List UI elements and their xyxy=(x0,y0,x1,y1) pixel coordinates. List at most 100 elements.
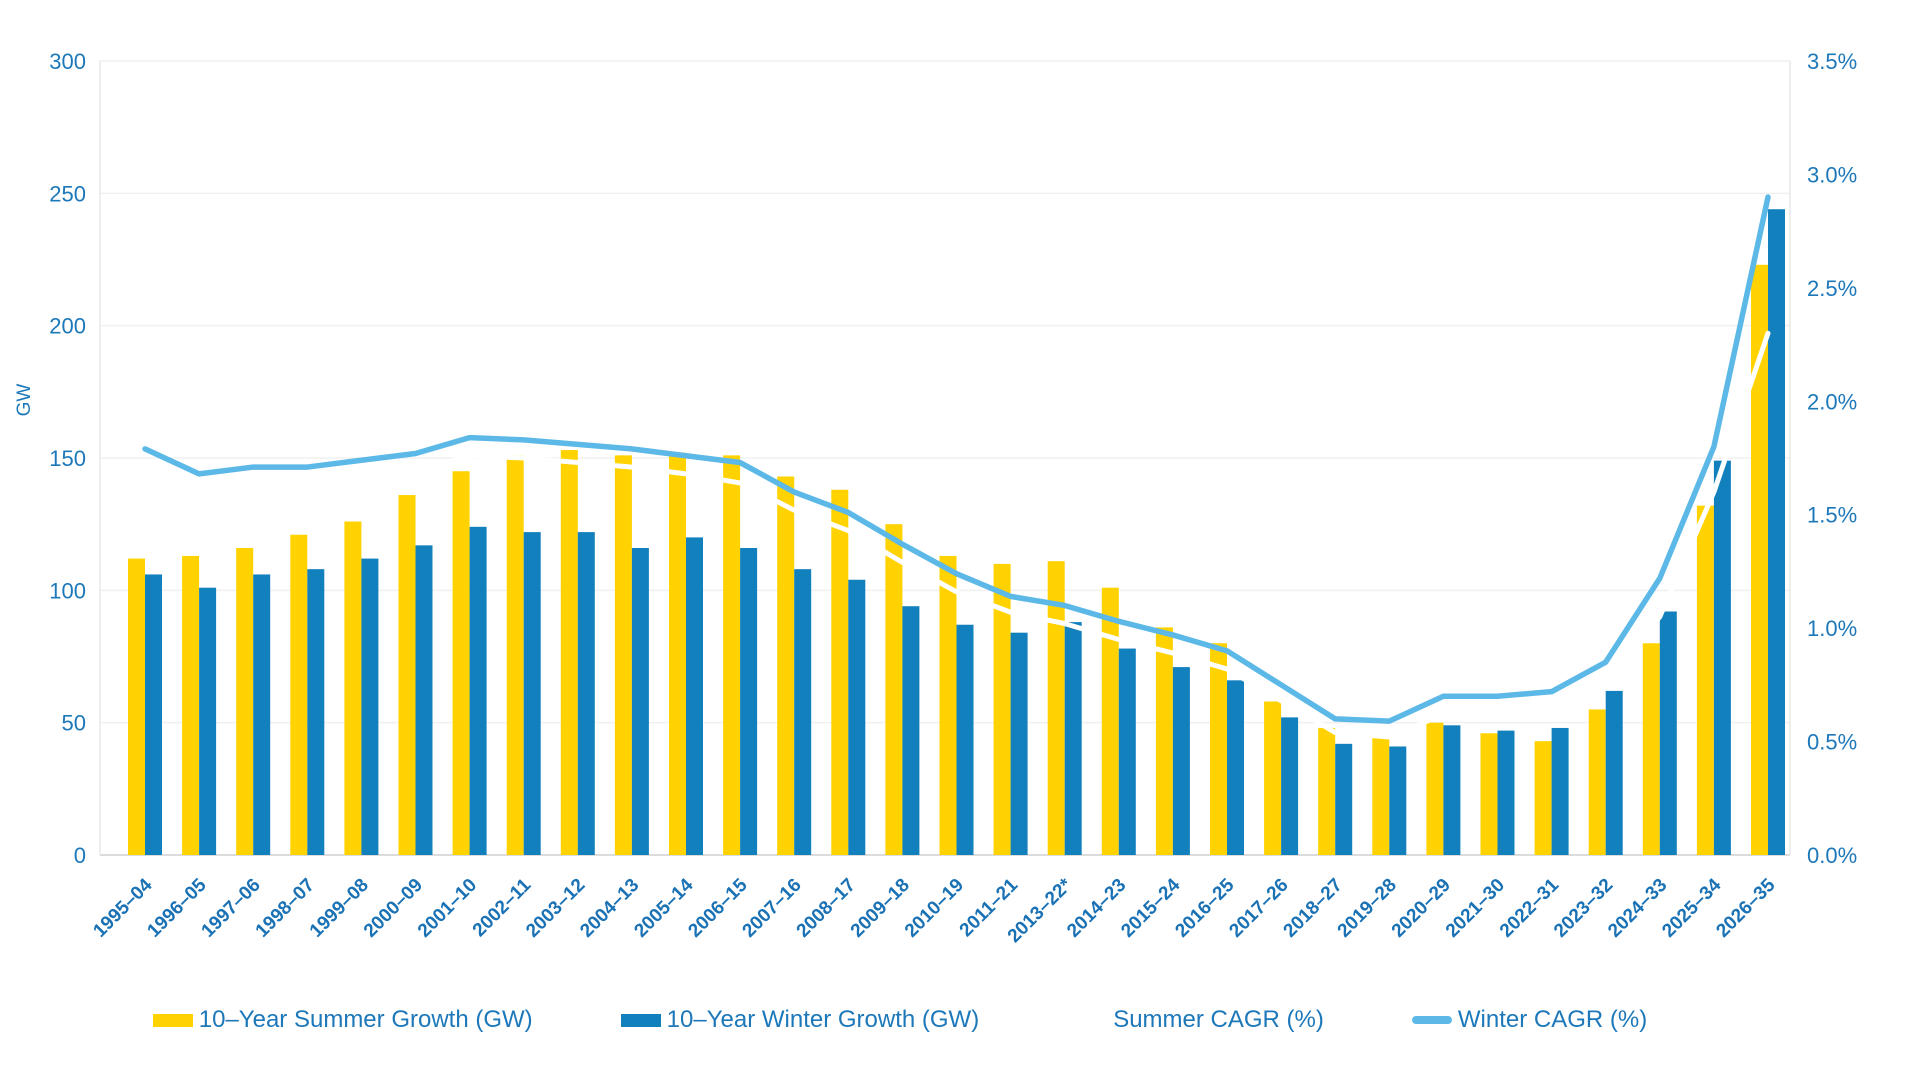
x-axis-label-2009–18: 2009–18 xyxy=(847,875,914,942)
bar-winter-2026–35 xyxy=(1768,209,1785,856)
bar-winter-2004–13 xyxy=(631,547,649,855)
x-axis-label-2023–32: 2023–32 xyxy=(1550,875,1617,942)
x-axis-label-1999–08: 1999–08 xyxy=(306,875,373,942)
winter-growth-swatch-icon xyxy=(620,1013,661,1027)
right-axis-tick: 2.0% xyxy=(1807,389,1857,414)
winter-cagr-line xyxy=(142,194,1771,724)
bar-winter-2007–16 xyxy=(794,569,812,855)
left-axis-tick: 50 xyxy=(62,711,86,736)
x-axis-label-2001–10: 2001–10 xyxy=(414,875,481,942)
bar-summer-1997–06 xyxy=(236,547,254,855)
bar-winter-2018–27 xyxy=(1335,743,1353,855)
right-axis-tick: 0.0% xyxy=(1807,843,1857,868)
bar-summer-2014–23 xyxy=(1101,587,1119,855)
bar-summer-2005–14 xyxy=(669,452,686,855)
x-axis-label-1996–05: 1996–05 xyxy=(143,874,210,941)
bar-summer-2001–10 xyxy=(452,471,470,855)
x-axis-label-2017–26: 2017–26 xyxy=(1225,875,1292,942)
bar-winter-2008–17 xyxy=(848,579,866,855)
x-axis-label-2024–33: 2024–33 xyxy=(1604,875,1671,942)
left-axis-tick: 200 xyxy=(49,314,86,339)
legend-item-winter-cagr: Winter CAGR (%) xyxy=(1411,1006,1648,1034)
x-axis-label-2008–17: 2008–17 xyxy=(793,875,860,942)
x-axis-label-1997–06: 1997–06 xyxy=(198,875,265,942)
bar-winter-2002–11 xyxy=(523,532,541,855)
bar-winter-2010–19 xyxy=(956,624,974,855)
bar-summer-2024–33 xyxy=(1642,643,1660,855)
left-axis-tick: 100 xyxy=(49,578,86,603)
x-axis-label-2003–12: 2003–12 xyxy=(522,875,589,942)
bar-summer-2019–28 xyxy=(1372,735,1390,855)
bar-summer-2025–34 xyxy=(1696,505,1714,855)
bar-winter-2019–28 xyxy=(1389,746,1407,855)
bar-winter-1995–04 xyxy=(145,574,162,855)
bar-winter-1997–06 xyxy=(253,574,271,855)
summer-cagr-line xyxy=(142,330,1771,740)
bar-winter-2013–22* xyxy=(1064,622,1082,855)
bar-summer-2021–30 xyxy=(1480,733,1498,855)
bar-winter-2021–30 xyxy=(1497,730,1515,855)
bar-summer-2026–35 xyxy=(1751,264,1768,855)
bar-winter-2024–33 xyxy=(1659,611,1677,855)
x-axis-label-1998–07: 1998–07 xyxy=(252,875,319,942)
legend-item-summer-growth: 10–Year Summer Growth (GW) xyxy=(152,1006,533,1034)
left-axis-tick: 150 xyxy=(49,446,86,471)
bar-winter-2023–32 xyxy=(1605,690,1623,855)
x-axis-label-2022–31: 2022–31 xyxy=(1496,874,1563,941)
bar-summer-2009–18 xyxy=(885,524,903,855)
right-axis-tick: 0.5% xyxy=(1807,730,1857,755)
bar-summer-2008–17 xyxy=(831,489,849,855)
bar-winter-2020–29 xyxy=(1443,725,1461,855)
right-axis-tick: 1.0% xyxy=(1807,616,1857,641)
bar-winter-2015–24 xyxy=(1172,667,1190,855)
summer-growth-swatch-icon xyxy=(152,1013,193,1027)
bar-summer-2022–31 xyxy=(1534,741,1552,855)
bar-summer-2016–25 xyxy=(1210,643,1227,855)
bar-winter-1999–08 xyxy=(361,558,379,855)
bar-summer-2010–19 xyxy=(939,555,957,855)
x-axis-label-2000–09: 2000–09 xyxy=(360,875,427,942)
x-axis-label-2020–29: 2020–29 xyxy=(1388,875,1455,942)
x-axis-label-2006–15: 2006–15 xyxy=(684,874,751,941)
legend-item-winter-growth: 10–Year Winter Growth (GW) xyxy=(620,1006,980,1034)
bar-summer-2023–32 xyxy=(1588,709,1606,855)
bar-winter-2005–14 xyxy=(686,537,703,855)
bar-winter-2017–26 xyxy=(1281,717,1299,855)
legend-label-winter-cagr: Winter CAGR (%) xyxy=(1457,1006,1648,1033)
left-axis-tick: 0 xyxy=(74,843,86,868)
x-axis-label-2016–25: 2016–25 xyxy=(1171,874,1238,941)
x-axis-label-2026–35: 2026–35 xyxy=(1712,874,1779,941)
bar-winter-1996–05 xyxy=(199,587,217,855)
bar-winter-1998–07 xyxy=(307,569,325,855)
bar-summer-1998–07 xyxy=(290,534,308,855)
x-axis-label-2018–27: 2018–27 xyxy=(1280,875,1347,942)
bar-summer-1996–05 xyxy=(182,555,200,855)
bar-winter-2016–25 xyxy=(1227,680,1244,855)
legend-label-winter-growth: 10–Year Winter Growth (GW) xyxy=(666,1006,980,1033)
legend-label-summer-cagr: Summer CAGR (%) xyxy=(1113,1006,1324,1033)
right-axis-tick: 2.5% xyxy=(1807,276,1857,301)
left-axis-tick: 250 xyxy=(49,181,86,206)
bar-summer-2003–12 xyxy=(560,450,578,855)
winter-cagr-swatch-icon xyxy=(1411,1016,1452,1024)
bar-summer-2018–27 xyxy=(1318,727,1336,855)
right-axis-tick: 1.5% xyxy=(1807,503,1857,528)
x-axis-label-2019–28: 2019–28 xyxy=(1334,875,1401,942)
bar-winter-2025–34 xyxy=(1713,460,1731,855)
bar-summer-1999–08 xyxy=(344,521,362,855)
bar-summer-2017–26 xyxy=(1264,701,1282,855)
x-axis-label-2004–13: 2004–13 xyxy=(576,875,643,942)
legend-item-summer-cagr: Summer CAGR (%) xyxy=(1067,1006,1324,1034)
chart-legend: 10–Year Summer Growth (GW) 10–Year Winte… xyxy=(0,1006,1800,1034)
bar-summer-2011–21 xyxy=(993,563,1011,855)
bar-summer-2015–24 xyxy=(1155,627,1173,855)
bar-summer-2020–29 xyxy=(1426,722,1444,855)
bar-summer-2000–09 xyxy=(398,495,416,855)
x-axis-label-2014–23: 2014–23 xyxy=(1063,875,1130,942)
left-axis-title: GW xyxy=(14,384,35,417)
bar-winter-2014–23 xyxy=(1118,648,1136,855)
bar-winter-2001–10 xyxy=(469,526,487,855)
bar-summer-2002–11 xyxy=(506,455,524,855)
